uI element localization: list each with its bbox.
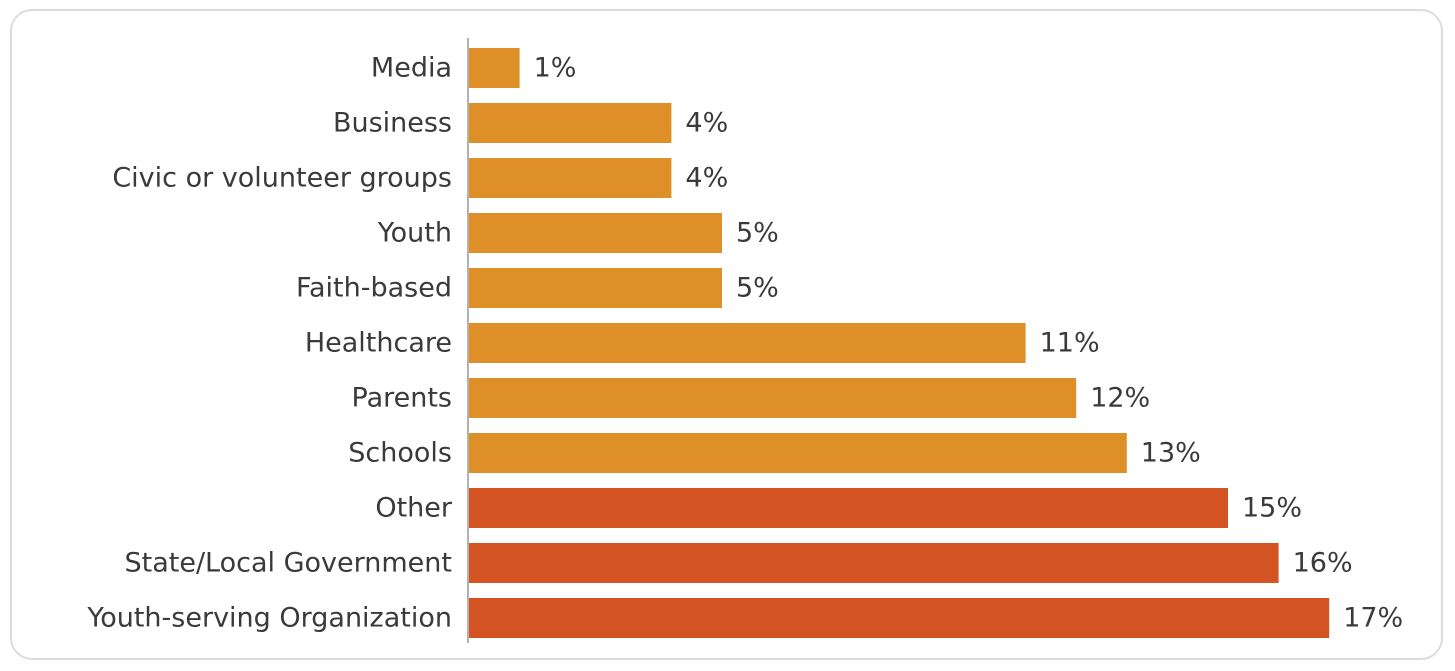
category-label: Faith-based: [296, 273, 452, 304]
category-label: Parents: [352, 383, 453, 414]
bar-7: [469, 433, 1127, 473]
value-label: 4%: [685, 163, 728, 194]
bar-0: [469, 48, 520, 88]
value-label: 5%: [736, 273, 779, 304]
category-label: State/Local Government: [124, 548, 452, 579]
bar-1: [469, 103, 672, 143]
category-label: Business: [333, 108, 452, 139]
category-label: Civic or volunteer groups: [112, 163, 452, 194]
category-label: Youth-serving Organization: [86, 603, 452, 634]
bar-8: [469, 488, 1228, 528]
value-labels-layer: 1% 4% 4% 5% 5% 11% 12% 13% 15% 16% 17%: [534, 53, 1404, 634]
category-label: Youth: [377, 218, 452, 249]
bars-layer: [469, 48, 1330, 638]
value-label: 5%: [736, 218, 779, 249]
category-labels-layer: Media Business Civic or volunteer groups Yo…: [86, 53, 453, 634]
bar-10: [469, 598, 1330, 638]
value-label: 15%: [1242, 493, 1302, 524]
category-label: Other: [375, 493, 453, 524]
bar-3: [469, 213, 722, 253]
bar-5: [469, 323, 1026, 363]
bar-9: [469, 543, 1279, 583]
category-label: Media: [371, 53, 452, 84]
value-label: 1%: [534, 53, 577, 84]
value-label: 4%: [685, 108, 728, 139]
value-label: 12%: [1090, 383, 1150, 414]
bar-2: [469, 158, 672, 198]
category-label: Schools: [348, 438, 452, 469]
value-label: 17%: [1343, 603, 1403, 634]
value-label: 16%: [1293, 548, 1353, 579]
bar-4: [469, 268, 722, 308]
value-label: 11%: [1040, 328, 1100, 359]
category-label: Healthcare: [305, 328, 452, 359]
bar-6: [469, 378, 1077, 418]
value-label: 13%: [1141, 438, 1201, 469]
